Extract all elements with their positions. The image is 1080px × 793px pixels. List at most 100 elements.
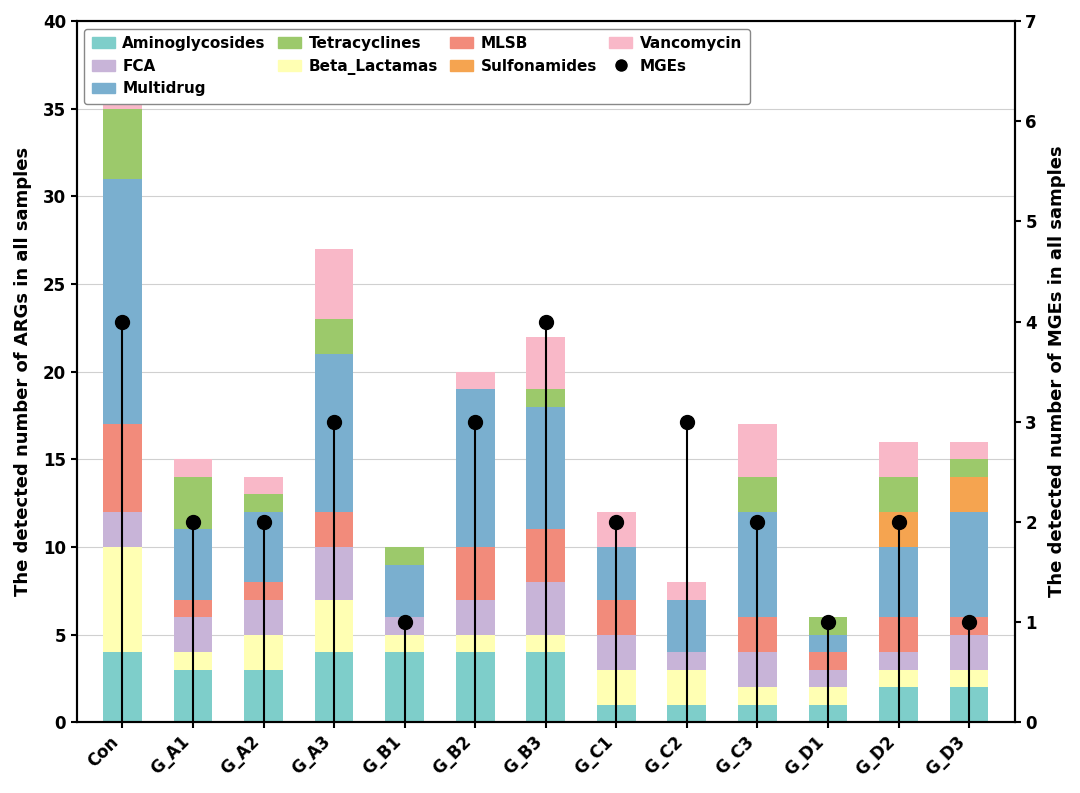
Bar bbox=[456, 372, 495, 389]
Point bbox=[537, 315, 554, 328]
Bar bbox=[456, 600, 495, 634]
Bar bbox=[526, 530, 565, 582]
Bar bbox=[949, 512, 988, 617]
Bar bbox=[386, 565, 424, 617]
Bar bbox=[103, 424, 141, 512]
Point bbox=[890, 515, 907, 528]
Bar bbox=[738, 424, 777, 477]
Legend: Aminoglycosides, FCA, Multidrug, Tetracyclines, Beta_Lactamas, MLSB, Sulfonamide: Aminoglycosides, FCA, Multidrug, Tetracy… bbox=[84, 29, 750, 104]
Point bbox=[820, 616, 837, 629]
Bar bbox=[314, 652, 353, 722]
Bar bbox=[879, 652, 918, 670]
Bar bbox=[526, 336, 565, 389]
Bar bbox=[879, 442, 918, 477]
Bar bbox=[597, 547, 636, 600]
Bar bbox=[949, 459, 988, 477]
Bar bbox=[949, 634, 988, 670]
Bar bbox=[597, 512, 636, 547]
Bar bbox=[667, 652, 706, 670]
Bar bbox=[949, 477, 988, 512]
Bar bbox=[738, 688, 777, 705]
Point bbox=[325, 416, 342, 428]
Bar bbox=[879, 688, 918, 722]
Bar bbox=[667, 705, 706, 722]
Bar bbox=[174, 617, 213, 652]
Point bbox=[678, 416, 696, 428]
Bar bbox=[526, 652, 565, 722]
Bar bbox=[103, 178, 141, 424]
Bar bbox=[174, 600, 213, 617]
Bar bbox=[174, 477, 213, 530]
Bar bbox=[386, 547, 424, 565]
Bar bbox=[314, 600, 353, 652]
Point bbox=[113, 315, 131, 328]
Bar bbox=[526, 407, 565, 530]
Bar bbox=[879, 512, 918, 547]
Bar bbox=[597, 600, 636, 634]
Bar bbox=[667, 600, 706, 652]
Bar bbox=[738, 705, 777, 722]
Bar bbox=[809, 705, 848, 722]
Bar bbox=[314, 354, 353, 512]
Bar bbox=[879, 477, 918, 512]
Bar bbox=[809, 617, 848, 634]
Bar bbox=[809, 688, 848, 705]
Bar bbox=[174, 459, 213, 477]
Bar bbox=[244, 512, 283, 582]
Bar bbox=[879, 547, 918, 617]
Point bbox=[396, 616, 414, 629]
Bar bbox=[103, 74, 141, 109]
Bar bbox=[738, 477, 777, 512]
Bar bbox=[526, 389, 565, 407]
Bar bbox=[456, 634, 495, 652]
Bar bbox=[103, 109, 141, 178]
Bar bbox=[386, 634, 424, 652]
Bar bbox=[314, 249, 353, 319]
Bar bbox=[949, 688, 988, 722]
Bar bbox=[738, 652, 777, 688]
Bar bbox=[949, 442, 988, 459]
Bar bbox=[597, 634, 636, 670]
Point bbox=[960, 616, 977, 629]
Bar bbox=[174, 652, 213, 670]
Bar bbox=[244, 670, 283, 722]
Bar bbox=[244, 494, 283, 512]
Bar bbox=[174, 670, 213, 722]
Bar bbox=[103, 652, 141, 722]
Y-axis label: The detected number of ARGs in all samples: The detected number of ARGs in all sampl… bbox=[14, 147, 32, 596]
Bar bbox=[456, 547, 495, 600]
Bar bbox=[597, 670, 636, 705]
Bar bbox=[667, 582, 706, 600]
Bar bbox=[456, 389, 495, 547]
Bar bbox=[809, 670, 848, 688]
Bar bbox=[738, 512, 777, 617]
Point bbox=[255, 515, 272, 528]
Point bbox=[185, 515, 202, 528]
Bar bbox=[244, 477, 283, 494]
Bar bbox=[174, 530, 213, 600]
Bar bbox=[456, 652, 495, 722]
Bar bbox=[314, 512, 353, 547]
Bar bbox=[244, 600, 283, 634]
Bar bbox=[949, 617, 988, 634]
Bar bbox=[314, 319, 353, 354]
Bar bbox=[244, 582, 283, 600]
Bar bbox=[597, 705, 636, 722]
Bar bbox=[526, 582, 565, 634]
Bar bbox=[386, 652, 424, 722]
Bar bbox=[386, 617, 424, 634]
Bar bbox=[879, 670, 918, 688]
Bar bbox=[809, 634, 848, 652]
Bar bbox=[809, 652, 848, 670]
Bar bbox=[314, 547, 353, 600]
Bar bbox=[103, 512, 141, 547]
Bar bbox=[879, 617, 918, 652]
Bar bbox=[667, 670, 706, 705]
Bar bbox=[738, 617, 777, 652]
Point bbox=[467, 416, 484, 428]
Point bbox=[748, 515, 766, 528]
Point bbox=[608, 515, 625, 528]
Bar bbox=[103, 547, 141, 652]
Bar bbox=[244, 634, 283, 670]
Y-axis label: The detected number of MGEs in all samples: The detected number of MGEs in all sampl… bbox=[1048, 146, 1066, 597]
